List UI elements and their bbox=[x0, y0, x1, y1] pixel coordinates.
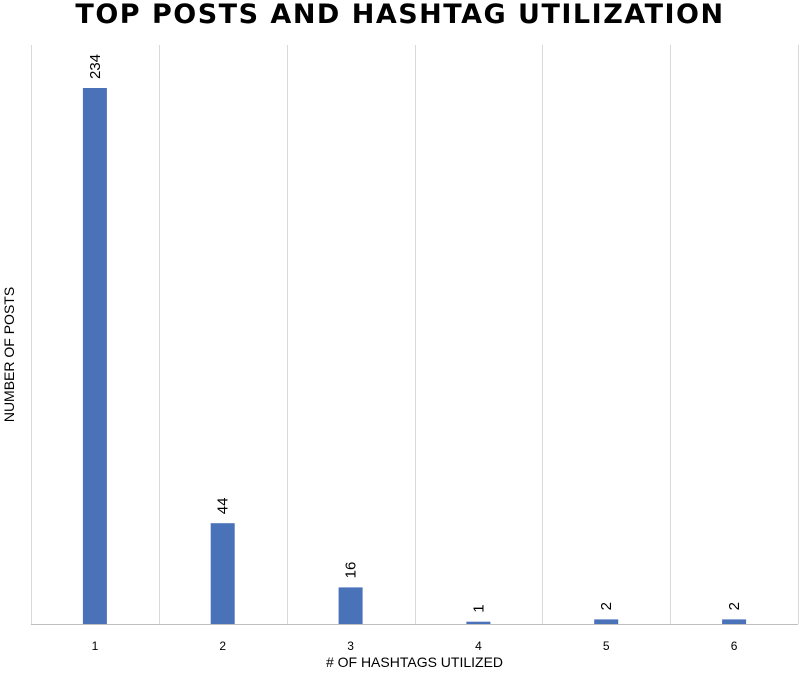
data-label-1: 234 bbox=[87, 54, 104, 79]
x-axis-title: # OF HASHTAGS UTILIZED bbox=[326, 654, 503, 670]
bar-3 bbox=[338, 587, 363, 624]
gridlines bbox=[31, 45, 799, 624]
data-label-6: 2 bbox=[726, 602, 743, 610]
bars bbox=[82, 88, 747, 624]
x-tick-label-2: 2 bbox=[219, 639, 226, 653]
data-label-4: 1 bbox=[470, 604, 487, 612]
x-tick-label-1: 1 bbox=[92, 639, 99, 653]
bar-6 bbox=[722, 619, 747, 624]
data-label-5: 2 bbox=[598, 602, 615, 610]
bar-2 bbox=[210, 523, 235, 624]
data-label-2: 44 bbox=[215, 498, 232, 515]
bar-4 bbox=[466, 621, 491, 624]
data-label-3: 16 bbox=[343, 562, 360, 579]
x-tick-label-4: 4 bbox=[475, 639, 482, 653]
x-tick-label-3: 3 bbox=[347, 639, 354, 653]
chart-title: TOP POSTS AND HASHTAG UTILIZATION bbox=[75, 0, 725, 30]
bar-1 bbox=[82, 88, 107, 624]
x-tick-label-5: 5 bbox=[603, 639, 610, 653]
x-tick-labels: 1 2 3 4 5 6 bbox=[92, 639, 738, 653]
x-tick-label-6: 6 bbox=[731, 639, 738, 653]
bar-5 bbox=[594, 619, 619, 624]
y-axis-title: NUMBER OF POSTS bbox=[1, 287, 17, 422]
data-labels: 234 44 16 1 2 2 bbox=[87, 54, 743, 613]
